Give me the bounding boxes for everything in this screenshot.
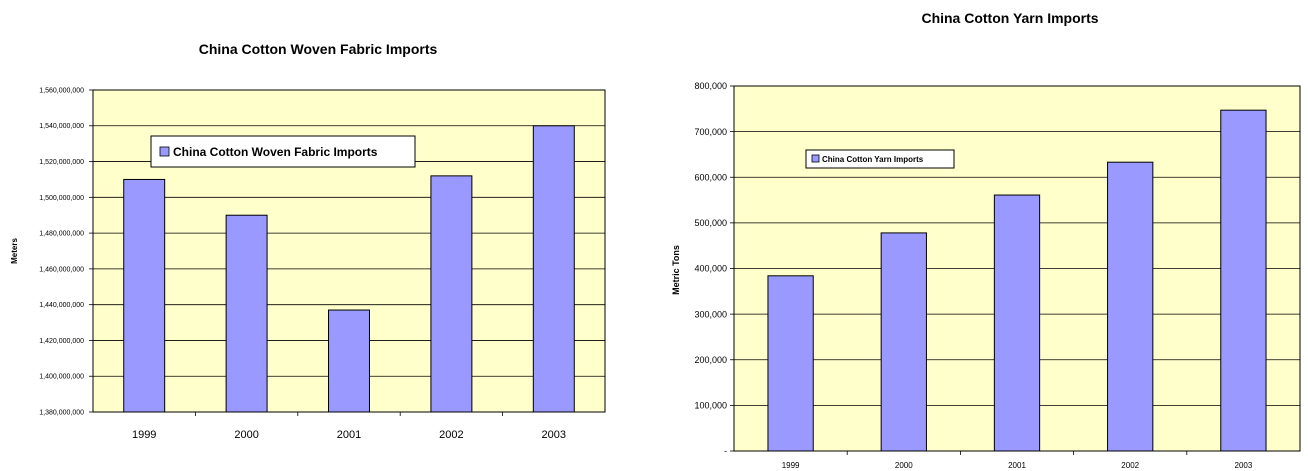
chart-yarn-imports: China Cotton Yarn Imports - 100,000 200,00…: [671, 10, 1301, 470]
legend-box: [150, 135, 416, 168]
y-tick-label: -: [724, 446, 727, 456]
y-tick-label: 1,440,000,000: [39, 302, 84, 309]
x-tick-label: 1999: [782, 461, 800, 470]
y-tick-label: 1,500,000,000: [39, 195, 84, 202]
y-tick-label: 300,000: [694, 309, 727, 319]
bar-2001: [328, 309, 370, 413]
y-tick-label: 600,000: [694, 172, 727, 182]
bars: [123, 125, 575, 413]
x-tick-label: 2003: [1235, 461, 1253, 470]
legend-label: China Cotton Yarn Imports: [822, 155, 924, 164]
y-tick-label: 1,420,000,000: [39, 338, 84, 345]
bar-2001: [993, 194, 1041, 452]
legend-label: China Cotton Woven Fabric Imports: [173, 145, 378, 159]
bar-2000: [225, 214, 268, 413]
y-tick-label: 400,000: [694, 264, 727, 274]
y-tick-label: 1,520,000,000: [39, 159, 84, 166]
y-tick-labels: - 100,000 200,000 300,000 400,000 500,000 600,…: [694, 81, 727, 456]
x-tick-label: 2002: [439, 429, 463, 441]
x-tick-labels: 1999 2000 2001 2002 2003: [132, 429, 566, 441]
y-tick-label: 500,000: [694, 218, 727, 228]
legend-swatch: [811, 154, 820, 163]
legend-swatch: [159, 146, 170, 157]
bars: [767, 109, 1267, 452]
x-tick-label: 2001: [1008, 461, 1026, 470]
x-tick-labels: 1999 2000 2001 2002 2003: [782, 461, 1253, 470]
y-tick-label: 100,000: [694, 401, 727, 411]
y-tick-label: 800,000: [694, 81, 727, 91]
x-tick-label: 2002: [1121, 461, 1139, 470]
legend: China Cotton Woven Fabric Imports: [150, 135, 416, 168]
chart-title: China Cotton Woven Fabric Imports: [199, 41, 438, 57]
x-tick-label: 2003: [542, 429, 566, 441]
bar-2003: [532, 125, 575, 413]
x-tick-label: 2000: [234, 429, 258, 441]
bar-2002: [1107, 161, 1154, 452]
x-tick-label: 2001: [337, 429, 361, 441]
y-axis-label: Metric Tons: [671, 245, 681, 295]
y-tick-label: 1,540,000,000: [39, 123, 84, 130]
y-tick-label: 200,000: [694, 355, 727, 365]
y-tick-label: 700,000: [694, 127, 727, 137]
bar-1999: [767, 275, 814, 452]
y-axis-label: Meters: [10, 238, 19, 264]
y-tick-label: 1,380,000,000: [39, 409, 84, 416]
chart-fabric-imports: China Cotton Woven Fabric Imports 1,380,…: [10, 41, 606, 441]
y-tick-label: 1,460,000,000: [39, 266, 84, 273]
legend-box: [805, 149, 955, 169]
x-tick-label: 1999: [132, 429, 156, 441]
chart-title: China Cotton Yarn Imports: [921, 10, 1098, 26]
bar-2003: [1220, 109, 1267, 452]
bar-2002: [430, 175, 473, 413]
bar-2000: [880, 232, 927, 452]
y-tick-label: 1,480,000,000: [39, 231, 84, 238]
x-tick-label: 2000: [895, 461, 913, 470]
legend: China Cotton Yarn Imports: [805, 149, 955, 169]
bar-1999: [123, 178, 166, 413]
y-tick-label: 1,560,000,000: [39, 87, 84, 94]
y-tick-label: 1,400,000,000: [39, 374, 84, 381]
y-tick-labels: 1,380,000,000 1,400,000,000 1,420,000,000 1…: [39, 87, 84, 416]
